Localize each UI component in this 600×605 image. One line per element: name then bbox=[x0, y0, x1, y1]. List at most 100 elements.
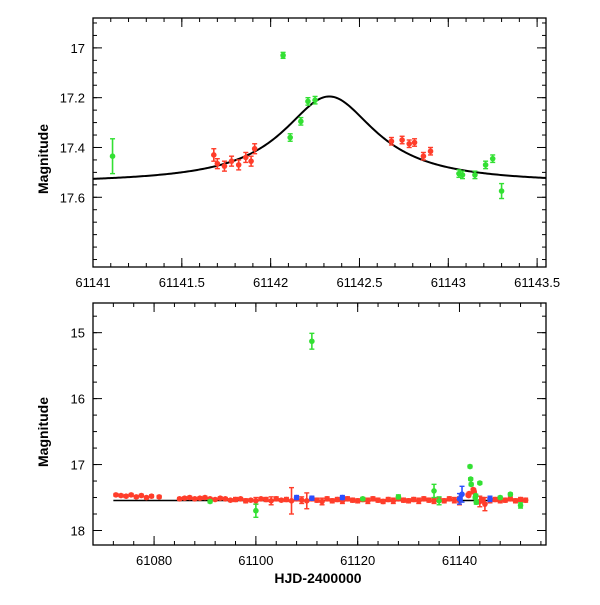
bottom-blue-point bbox=[487, 495, 493, 503]
bottom-red-point bbox=[319, 497, 325, 506]
bottom-green-point bbox=[395, 494, 402, 500]
bottom-red-point bbox=[329, 498, 336, 504]
bottom-marker bbox=[421, 496, 427, 502]
bottom-red-point bbox=[385, 496, 392, 503]
top-green-point bbox=[298, 116, 304, 126]
bottom-red-point bbox=[441, 498, 448, 504]
bottom-marker bbox=[148, 493, 155, 500]
bottom-red-point bbox=[123, 493, 129, 500]
bottom-red-point bbox=[365, 497, 371, 505]
bottom-marker bbox=[477, 480, 483, 486]
bottom-marker bbox=[466, 490, 472, 497]
top-marker bbox=[420, 153, 427, 159]
top-red-point bbox=[411, 138, 418, 147]
top-model-curve bbox=[92, 95, 547, 180]
bottom-red-point bbox=[517, 496, 524, 503]
bottom-red-point bbox=[138, 492, 145, 499]
bottom-marker bbox=[283, 496, 290, 503]
top-x-tick-label: 61143 bbox=[431, 275, 466, 290]
top-red-point bbox=[406, 139, 413, 149]
top-marker bbox=[248, 158, 254, 164]
bottom-green-point bbox=[359, 496, 366, 502]
bottom-red-point bbox=[451, 496, 458, 504]
bottom-red-point bbox=[258, 496, 264, 502]
bottom-marker bbox=[472, 492, 479, 499]
bottom-marker bbox=[390, 498, 397, 504]
top-panel: 61141 61141.5 61142 61142.5 61143 61143.5 171… bbox=[35, 17, 560, 290]
bottom-red-point bbox=[405, 498, 412, 504]
top-y-tick-labels: 17 17.2 17.4 17.6 bbox=[60, 41, 85, 205]
bottom-red-point bbox=[421, 496, 427, 502]
bottom-green-point bbox=[477, 480, 483, 486]
bottom-marker bbox=[143, 494, 150, 501]
top-marker bbox=[109, 153, 116, 159]
bottom-green-point bbox=[253, 503, 259, 519]
bottom-marker bbox=[468, 481, 474, 488]
bottom-red-point bbox=[426, 497, 432, 503]
top-x-tick-label: 61143.5 bbox=[514, 275, 560, 290]
bottom-red-point bbox=[512, 498, 519, 504]
top-marker bbox=[214, 160, 221, 167]
bottom-marker bbox=[273, 496, 280, 502]
bottom-red-point bbox=[186, 494, 193, 501]
top-x-tick-label: 61142 bbox=[253, 275, 288, 290]
bottom-marker bbox=[451, 497, 458, 503]
bottom-marker bbox=[365, 498, 371, 504]
top-marker bbox=[388, 138, 395, 145]
bottom-red-point bbox=[400, 497, 407, 503]
bottom-marker bbox=[118, 492, 124, 499]
bottom-y-axis-label: Magnitude bbox=[35, 397, 51, 467]
top-green-point bbox=[287, 133, 293, 142]
top-red-point bbox=[214, 157, 221, 170]
bottom-marker bbox=[522, 497, 529, 503]
bottom-x-tick-label: 61080 bbox=[136, 553, 172, 568]
top-green-point bbox=[489, 154, 496, 164]
bottom-marker bbox=[459, 491, 465, 498]
top-marker bbox=[228, 158, 235, 164]
bottom-marker bbox=[349, 497, 356, 503]
bottom-marker bbox=[395, 494, 402, 500]
bottom-red-point bbox=[212, 496, 218, 503]
bottom-red-point bbox=[502, 497, 509, 503]
top-ticks bbox=[92, 18, 546, 267]
bottom-red-point bbox=[283, 496, 290, 503]
bottom-marker bbox=[293, 494, 300, 501]
bottom-ticks bbox=[92, 303, 546, 545]
top-y-tick-label: 17.2 bbox=[60, 91, 85, 106]
bottom-marker bbox=[319, 498, 325, 505]
top-x-tick-label: 61141 bbox=[75, 275, 110, 290]
bottom-marker bbox=[410, 496, 417, 503]
top-x-tick-labels: 61141 61141.5 61142 61142.5 61143 61143.5 bbox=[75, 275, 560, 290]
bottom-green-point bbox=[507, 491, 514, 498]
bottom-red-point bbox=[217, 495, 224, 501]
top-marker bbox=[298, 118, 304, 125]
bottom-red-point bbox=[522, 497, 529, 503]
bottom-marker bbox=[385, 496, 392, 503]
bottom-marker bbox=[263, 496, 269, 503]
bottom-marker bbox=[431, 488, 437, 494]
bottom-marker bbox=[517, 496, 524, 503]
bottom-green-point bbox=[467, 476, 474, 482]
bottom-marker bbox=[268, 498, 274, 504]
bottom-marker bbox=[212, 496, 218, 503]
bottom-marker bbox=[431, 498, 437, 504]
top-red-point bbox=[399, 135, 405, 145]
bottom-green-point bbox=[309, 332, 315, 350]
top-green-point bbox=[312, 95, 318, 105]
bottom-blue-point bbox=[309, 495, 315, 501]
bottom-green-point bbox=[517, 502, 524, 509]
bottom-marker bbox=[247, 497, 254, 503]
bottom-red-point bbox=[242, 498, 249, 504]
bottom-marker bbox=[400, 497, 407, 503]
bottom-blue-point bbox=[339, 494, 346, 501]
bottom-red-point bbox=[143, 494, 150, 501]
bottom-marker bbox=[375, 497, 381, 503]
top-marker bbox=[221, 163, 228, 169]
bottom-marker bbox=[278, 497, 285, 503]
top-marker bbox=[482, 162, 489, 168]
bottom-red-point bbox=[349, 497, 356, 503]
bottom-marker bbox=[339, 494, 346, 501]
top-marker bbox=[235, 162, 242, 168]
bottom-y-tick-label: 15 bbox=[71, 326, 85, 341]
bottom-marker bbox=[298, 497, 305, 503]
